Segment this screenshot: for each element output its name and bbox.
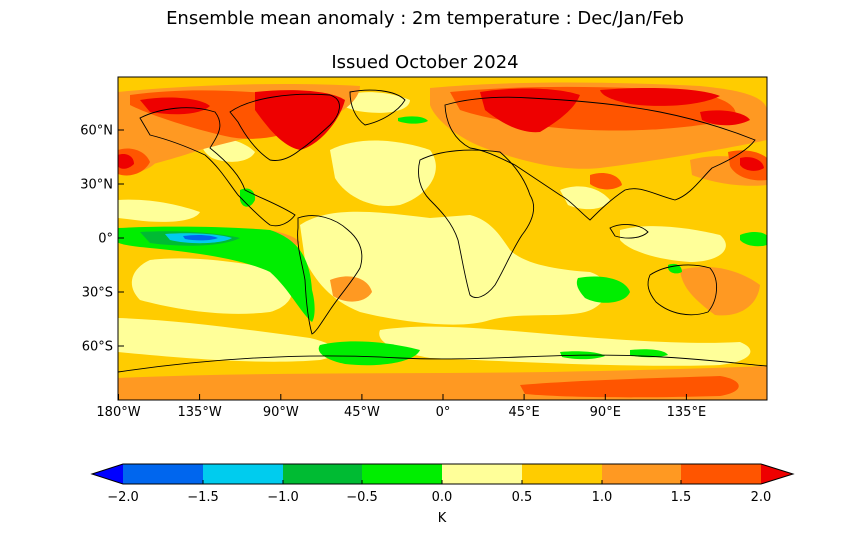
lat-label-0: 0° <box>98 232 113 247</box>
colorbar-segment-4 <box>362 464 442 484</box>
coastlines <box>118 89 767 373</box>
field-cool <box>118 226 315 322</box>
colorbar-segment-6 <box>522 464 602 484</box>
lon-label-90e: 90°E <box>590 405 621 420</box>
colorbar-outline <box>90 463 795 485</box>
lon-label-135w: 135°W <box>178 405 222 420</box>
colorbar-segment-7 <box>602 464 681 484</box>
anomaly-field <box>118 77 767 400</box>
colorbar-label: 2.0 <box>751 490 772 505</box>
colorbar-label: −1.0 <box>267 490 299 505</box>
lon-label-45e: 45°E <box>508 405 539 420</box>
lat-label-60n: 60°N <box>80 124 113 139</box>
colorbar-segment-8 <box>681 464 761 484</box>
field-coldest <box>183 234 218 241</box>
colorbar-label: −0.5 <box>346 490 378 505</box>
colorbar-extend-low <box>92 464 123 484</box>
latitude-tick-labels: 60°N 30°N 0° 30°S 60°S <box>80 124 113 355</box>
figure-subtitle: Issued October 2024 <box>331 52 519 73</box>
lon-label-90w: 90°W <box>263 405 299 420</box>
figure-title: Ensemble mean anomaly : 2m temperature :… <box>166 8 684 29</box>
lat-label-30s: 30°S <box>82 286 113 301</box>
colorbar-label: 1.5 <box>671 490 692 505</box>
longitude-tick-labels: 180°W 135°W 90°W 45°W 0° 45°E 90°E 135°E <box>96 405 706 420</box>
map-tick-marks <box>118 129 687 400</box>
colorbar-tick-marks <box>202 480 682 484</box>
colorbar-unit: K <box>438 511 447 526</box>
anomaly-map: 180°W 135°W 90°W 45°W 0° 45°E 90°E 135°E… <box>80 76 768 420</box>
colorbar-label: −1.5 <box>187 490 219 505</box>
colorbar-tick-labels: −2.0 −1.5 −1.0 −0.5 0.0 0.5 1.0 1.5 2.0 <box>107 490 771 505</box>
colorbar-label: 0.5 <box>512 490 533 505</box>
colorbar-segment-3 <box>283 464 362 484</box>
colorbar-label: −2.0 <box>107 490 139 505</box>
colorbar-segment-5 <box>442 464 522 484</box>
field-cool-patches <box>240 116 767 366</box>
lon-label-180w: 180°W <box>96 405 140 420</box>
colorbar-extend-high <box>761 464 793 484</box>
colorbar-label: 1.0 <box>592 490 613 505</box>
lat-label-60s: 60°S <box>82 340 113 355</box>
lon-label-0: 0° <box>436 405 451 420</box>
lon-label-135e: 135°E <box>667 405 707 420</box>
colorbar-label: 0.0 <box>432 490 453 505</box>
field-neutral <box>118 92 751 366</box>
colorbar-segment-1 <box>123 464 203 484</box>
colorbar: −2.0 −1.5 −1.0 −0.5 0.0 0.5 1.0 1.5 2.0 … <box>90 463 795 526</box>
lat-label-30n: 30°N <box>80 178 113 193</box>
lon-label-45w: 45°W <box>344 405 380 420</box>
colorbar-segment-2 <box>203 464 283 484</box>
